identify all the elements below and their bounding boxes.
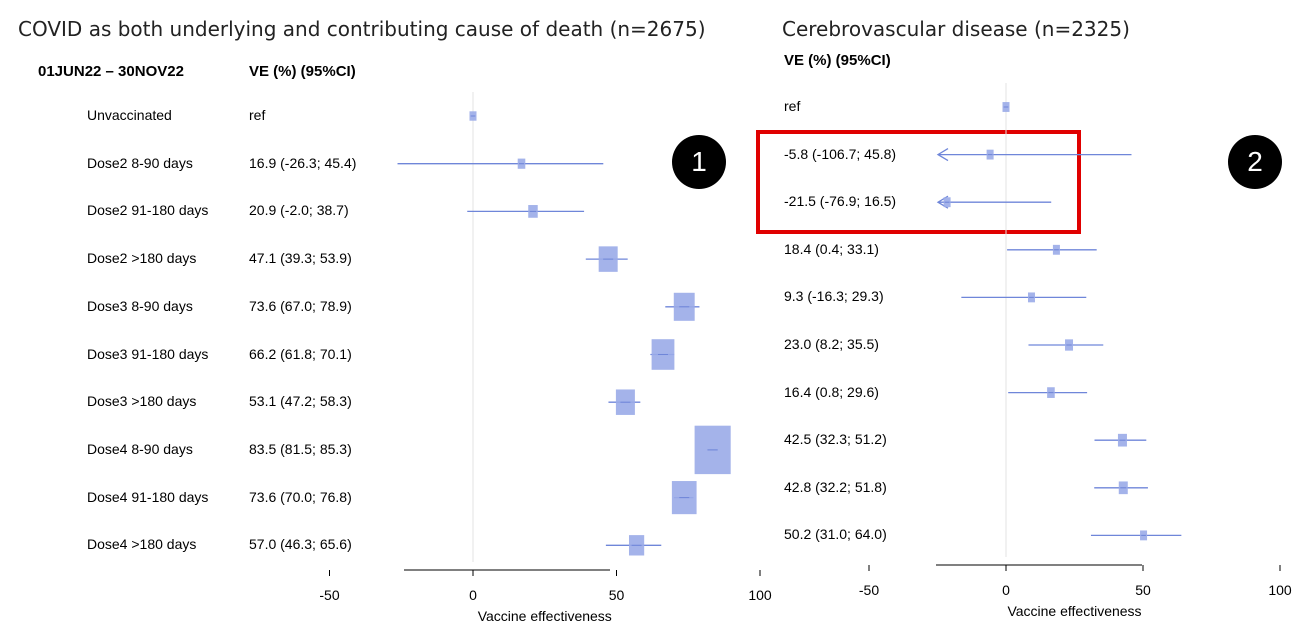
right-row-ve-label: 23.0 (8.2; 35.5) bbox=[784, 336, 879, 352]
left-x-axis-label: Vaccine effectiveness bbox=[478, 608, 612, 624]
left-row-group-label: Dose3 >180 days bbox=[87, 393, 197, 410]
right-row-ve-label: 18.4 (0.4; 33.1) bbox=[784, 240, 879, 257]
left-row-ve-label: 16.9 (-26.3; 45.4) bbox=[249, 154, 357, 171]
right-row-ve-label: -21.5 (-76.9; 16.5) bbox=[784, 193, 897, 210]
left-row-group-label: Dose3 8-90 days bbox=[87, 297, 193, 314]
left-row-group-label: Dose2 >180 days bbox=[87, 250, 197, 267]
left-row-group-label: Dose2 91-180 days bbox=[87, 202, 209, 219]
right-row-ve-label: 16.4 (0.8; 29.6) bbox=[784, 383, 879, 400]
left-row-group-label: Dose2 8-90 days bbox=[87, 154, 193, 171]
left-row-group-label: Dose4 8-90 days bbox=[87, 440, 193, 457]
right-chart-title: Cerebrovascular disease (n=2325) bbox=[782, 17, 1130, 41]
left-row-ve-label: 73.6 (67.0; 78.9) bbox=[249, 297, 352, 314]
badge-2: 2 bbox=[1228, 135, 1282, 189]
left-x-tick-label: -50 bbox=[319, 587, 339, 603]
left-row-ve-label: ref bbox=[249, 107, 266, 123]
right-row-ve-label: 9.3 (-16.3; 29.3) bbox=[784, 288, 884, 305]
right-x-tick-label: 50 bbox=[1135, 582, 1151, 598]
right-ve-header: VE (%) (95%CI) bbox=[784, 52, 891, 69]
left-x-tick-label: 0 bbox=[469, 587, 477, 603]
highlight-box bbox=[756, 130, 1081, 234]
right-x-axis-label: Vaccine effectiveness bbox=[1007, 603, 1141, 619]
left-period-header: 01JUN22 – 30NOV22 bbox=[38, 63, 184, 80]
left-row-ve-label: 53.1 (47.2; 58.3) bbox=[249, 393, 352, 410]
badge-1: 1 bbox=[672, 135, 726, 189]
right-x-tick-label: 100 bbox=[1268, 582, 1292, 598]
right-ci-arrow bbox=[936, 148, 949, 162]
left-row-group-label: Dose4 >180 days bbox=[87, 536, 197, 553]
right-row-ve-label: 42.8 (32.2; 51.8) bbox=[784, 478, 887, 495]
left-row-ve-label: 57.0 (46.3; 65.6) bbox=[249, 536, 352, 553]
left-row-ve-label: 83.5 (81.5; 85.3) bbox=[249, 440, 352, 457]
right-row-ve-label: -5.8 (-106.7; 45.8) bbox=[784, 145, 897, 162]
left-row-ve-label: 20.9 (-2.0; 38.7) bbox=[249, 202, 349, 219]
right-row-ve-label: ref bbox=[784, 98, 801, 114]
left-row-ve-label: 73.6 (70.0; 76.8) bbox=[249, 488, 352, 505]
left-row-group-label: Dose3 91-180 days bbox=[87, 345, 209, 362]
left-row-ve-label: 66.2 (61.8; 70.1) bbox=[249, 345, 352, 362]
right-x-tick-label: -50 bbox=[859, 582, 879, 598]
right-row-ve-label: 50.2 (31.0; 64.0) bbox=[784, 526, 887, 543]
right-x-tick-label: 0 bbox=[1002, 582, 1010, 598]
left-ve-header: VE (%) (95%CI) bbox=[249, 63, 356, 80]
left-x-tick-label: 50 bbox=[609, 587, 625, 603]
left-x-tick-label: 100 bbox=[748, 587, 772, 603]
right-row-ve-label: 42.5 (32.3; 51.2) bbox=[784, 431, 887, 448]
left-chart-title: COVID as both underlying and contributin… bbox=[18, 17, 706, 41]
left-row-group-label: Dose4 91-180 days bbox=[87, 488, 209, 505]
left-row-group-label: Unvaccinated bbox=[87, 107, 172, 123]
left-row-ve-label: 47.1 (39.3; 53.9) bbox=[249, 250, 352, 267]
